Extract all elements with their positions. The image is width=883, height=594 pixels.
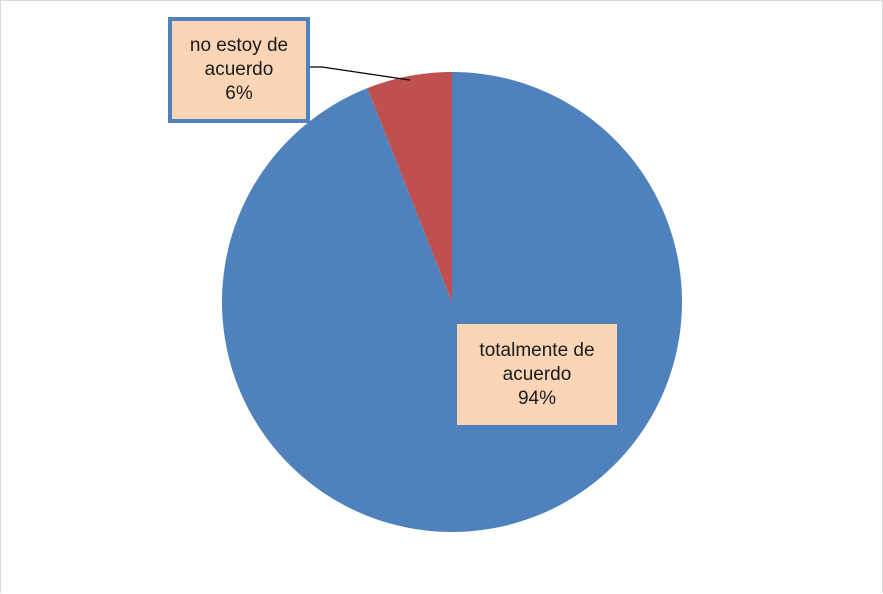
label-percent: 94% xyxy=(517,387,557,409)
data-label-no-estoy-de-acuerdo: no estoy de acuerdo 6% xyxy=(168,17,310,123)
label-line-1: totalmente de xyxy=(479,339,595,361)
label-line-2: acuerdo xyxy=(502,363,572,385)
label-percent: 6% xyxy=(225,83,253,104)
data-label-totalmente-de-acuerdo: totalmente de acuerdo 94% xyxy=(457,324,617,425)
label-line-1: no estoy de xyxy=(189,35,289,56)
leader-line xyxy=(310,66,410,81)
pie-slice-no-estoy-de-acuerdo xyxy=(367,72,452,302)
label-line-2: acuerdo xyxy=(204,59,274,80)
